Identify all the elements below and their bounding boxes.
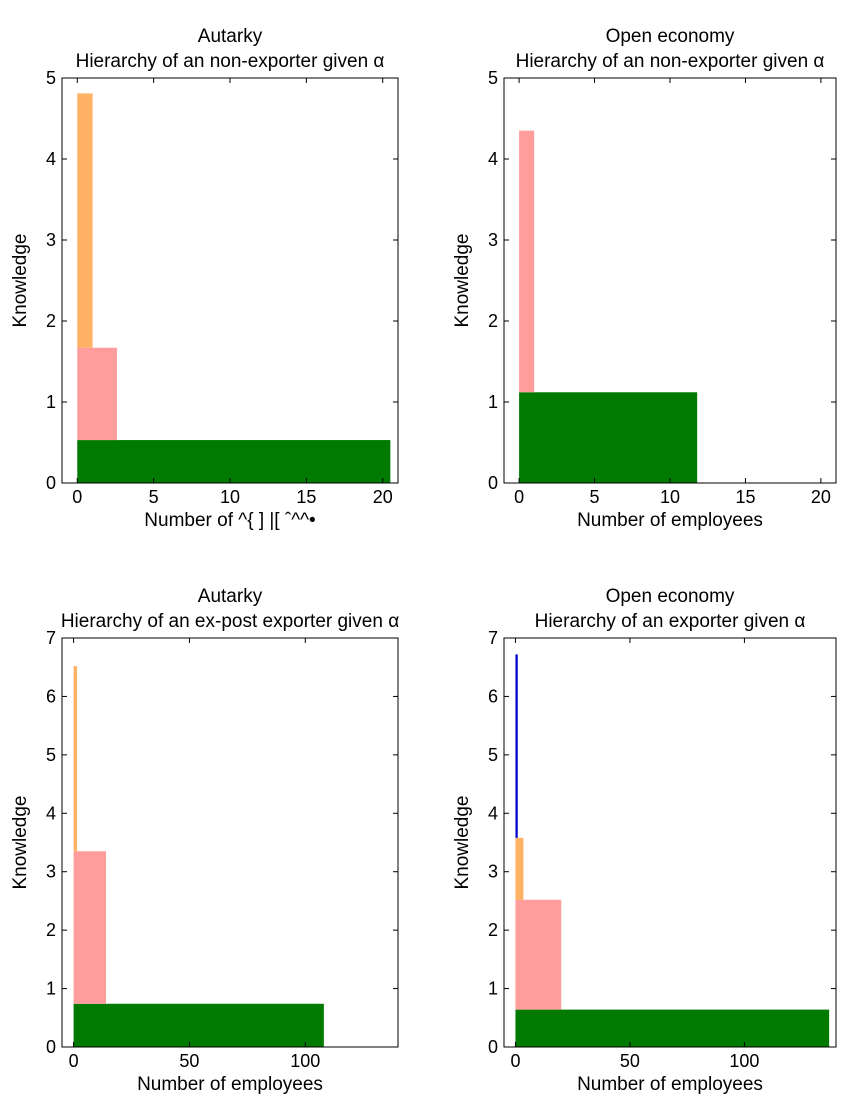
y-tick-label: 0 [488,473,498,493]
chart-panel-2: 0 5 10 15 20 0 1 2 3 4 5 Open economy Hierarchy of a… [452,26,837,531]
y-tick-label: 4 [488,803,498,823]
y-tick-label: 3 [488,862,498,882]
y-axis-label: Knowledge [10,233,31,327]
y-tick-label: 5 [46,68,56,88]
y-tick-label: 1 [488,979,498,999]
bar-layer-2 [519,130,535,393]
x-tick-label: 20 [373,487,393,507]
bar-layer-4 [515,654,518,838]
y-tick-label: 4 [46,149,56,169]
bar-layer-3 [73,666,78,852]
x-axis-label: Number of employees [577,1074,763,1095]
y-tick-label: 4 [46,803,56,823]
y-tick-label: 2 [46,311,56,331]
y-tick-label: 1 [488,392,498,412]
x-tick-label: 0 [514,487,524,507]
x-tick-label: 0 [69,1051,79,1071]
x-tick-label: 100 [729,1051,759,1071]
chart-panel-4: 0 50 100 0 1 2 3 4 5 6 7 Open economy Hierarchy of a… [452,586,837,1095]
y-tick-label: 0 [46,473,56,493]
bar-layer-3 [77,93,93,348]
y-tick-label: 1 [46,979,56,999]
bar-layer-1 [73,1003,324,1047]
y-tick-label: 2 [46,920,56,940]
x-tick-label: 5 [590,487,600,507]
y-axis-label: Knowledge [452,795,473,889]
axes-frame [503,637,837,1048]
y-tick-label: 2 [488,920,498,940]
y-tick-label: 2 [488,311,498,331]
bar-layer-1 [519,392,698,483]
y-tick-label: 5 [46,745,56,765]
bar-layer-2 [77,347,117,441]
bar-layer-1 [77,440,391,483]
x-tick-label: 0 [510,1051,520,1071]
chart-title: Open economy [606,26,735,47]
bar-layer-2 [73,851,107,1004]
y-tick-label: 0 [488,1037,498,1057]
bar-layer-2 [515,899,562,1010]
chart-panel-3: 0 50 100 0 1 2 3 4 5 6 7 Autarky Hierarchy of an ex-… [10,586,399,1095]
chart-title: Open economy [606,586,735,607]
x-axis-label: Number of ^{ ] |[ ˆ^^• [144,510,315,531]
x-axis-label: Number of employees [137,1074,323,1095]
chart-subtitle: Hierarchy of an non-exporter given α [516,51,825,72]
x-tick-label: 20 [811,487,831,507]
chart-panel-1: 0 5 10 15 20 0 1 2 3 4 5 Autarky Hierarchy of an non… [10,26,399,531]
y-tick-label: 3 [46,862,56,882]
y-tick-label: 6 [46,686,56,706]
y-tick-label: 5 [488,68,498,88]
y-tick-label: 4 [488,149,498,169]
axes-frame [61,637,399,1048]
chart-subtitle: Hierarchy of an non-exporter given α [76,51,385,72]
chart-subtitle: Hierarchy of an ex-post exporter given α [61,611,399,632]
x-tick-label: 5 [149,487,159,507]
chart-title: Autarky [198,586,263,607]
y-tick-label: 3 [488,230,498,250]
chart-subtitle: Hierarchy of an exporter given α [535,611,806,632]
y-axis-label: Knowledge [10,795,31,889]
y-axis-label: Knowledge [452,233,473,327]
x-tick-label: 50 [179,1051,199,1071]
x-tick-label: 0 [72,487,82,507]
chart-title: Autarky [198,26,263,47]
y-tick-label: 7 [488,628,498,648]
x-tick-label: 15 [296,487,316,507]
bar-layer-3 [515,837,524,900]
y-tick-label: 1 [46,392,56,412]
y-tick-label: 6 [488,686,498,706]
x-tick-label: 50 [620,1051,640,1071]
x-axis-label: Number of employees [577,510,763,531]
y-tick-label: 0 [46,1037,56,1057]
y-tick-label: 5 [488,745,498,765]
y-tick-label: 7 [46,628,56,648]
x-tick-label: 10 [660,487,680,507]
bar-layer-1 [515,1009,830,1047]
x-tick-label: 10 [220,487,240,507]
x-tick-label: 100 [290,1051,320,1071]
y-tick-label: 3 [46,230,56,250]
x-tick-label: 15 [735,487,755,507]
